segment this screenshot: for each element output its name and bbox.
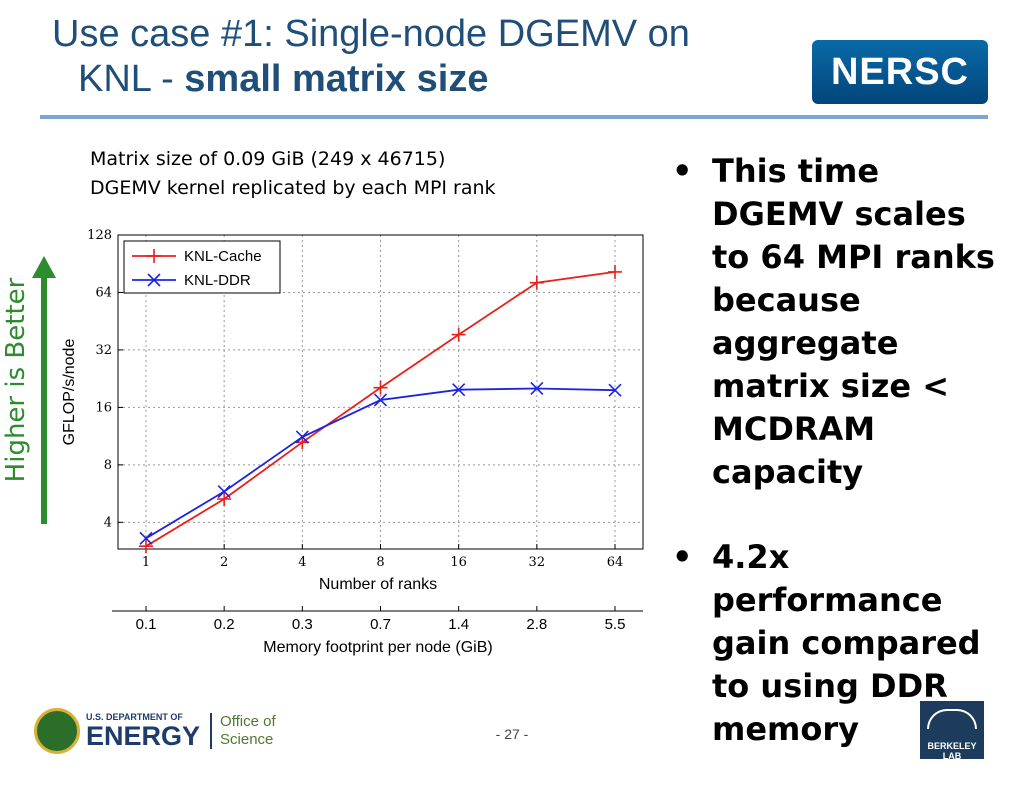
berkeley-arc-icon (927, 709, 977, 729)
bullet-dot-icon: • (672, 538, 693, 576)
ddr-point-marker (373, 393, 388, 407)
doe-office-logo: U.S. DEPARTMENT OF ENERGY Office of Scie… (34, 708, 276, 754)
ddr-point-marker (452, 383, 466, 397)
title-line2-prefix: KNL - (78, 57, 185, 100)
ddr-point-marker (147, 273, 161, 287)
secondary-tick-label: 0.1 (136, 616, 157, 633)
y-tick-label: 8 (104, 458, 112, 473)
x-tick-label: 16 (450, 555, 467, 570)
legend-label: KNL-Cache (184, 248, 262, 265)
caption-line2: DGEMV kernel replicated by each MPI rank (90, 177, 496, 199)
secondary-tick-label: 0.3 (292, 616, 313, 633)
x-tick-label: 4 (298, 555, 306, 570)
doe-big-text: ENERGY (86, 721, 201, 751)
doe-seal-icon (34, 708, 80, 754)
ddr-point-marker (295, 430, 309, 444)
title-line1: Use case #1: Single-node DGEMV on (52, 13, 690, 55)
y-axis-label: GFLOP/s/node (61, 339, 78, 446)
title-line2-bold: small matrix size (184, 57, 489, 100)
nersc-logo: NERSC (812, 40, 988, 104)
x-axis-label: Number of ranks (319, 576, 437, 593)
y-tick-label: 128 (87, 228, 112, 243)
page-number: - 27 - (495, 726, 529, 742)
nersc-logo-text: NERSC (830, 50, 970, 93)
secondary-tick-label: 0.2 (214, 616, 235, 633)
y-tick-label: 4 (104, 515, 112, 530)
bullet-item: • 4.2x performance gain compared to using… (672, 536, 1012, 751)
x-ticks: 1 2 4 8 16 32 64 (142, 544, 623, 570)
caption-line1: Matrix size of 0.09 GiB (249 x 46715) (90, 148, 446, 170)
office-line2: Science (220, 731, 274, 748)
doe-small-text: U.S. DEPARTMENT OF (86, 712, 183, 722)
secondary-axis-ticks: 0.1 0.2 0.3 0.7 1.4 2.8 5.5 (136, 606, 626, 633)
secondary-axis-label: Memory footprint per node (GiB) (263, 639, 492, 656)
ddr-point-marker (530, 381, 544, 396)
bullet-dot-icon: • (672, 152, 693, 190)
secondary-tick-label: 2.8 (526, 616, 547, 633)
series-layer (139, 264, 622, 554)
x-tick-label: 32 (529, 555, 546, 570)
secondary-tick-label: 5.5 (605, 616, 626, 633)
berkeley-lab-text: BERKELEY LAB (927, 741, 977, 761)
x-tick-label: 8 (376, 555, 384, 570)
y-tick-label: 32 (95, 343, 112, 358)
x-tick-label: 64 (607, 555, 624, 570)
berkeley-lab-logo: BERKELEY LAB (920, 701, 984, 761)
chart-legend: KNL-Cache KNL-DDR (123, 240, 281, 294)
title-divider (40, 115, 988, 119)
bullet-item: • This time DGEMV scales to 64 MPI ranks … (672, 150, 1012, 494)
doe-wordmark: U.S. DEPARTMENT OF ENERGY (86, 712, 200, 750)
secondary-tick-label: 0.7 (370, 616, 391, 633)
bullet-text: 4.2x performance gain compared to using … (712, 538, 981, 748)
ddr-point-marker (608, 383, 622, 397)
y-ticks: 4 8 16 32 64 128 (87, 228, 123, 530)
y-tick-label: 64 (95, 285, 112, 300)
y-tick-label: 16 (95, 400, 112, 415)
ddr-point-marker (139, 531, 153, 545)
x-tick-label: 2 (220, 555, 228, 570)
performance-chart: 4 8 16 32 64 128 1 2 4 8 16 32 64 Number of ranks G… (61, 228, 644, 656)
higher-arrow-icon (32, 256, 56, 524)
x-tick-label: 1 (142, 555, 150, 570)
bullet-text: This time DGEMV scales to 64 MPI ranks b… (712, 152, 995, 491)
secondary-tick-label: 1.4 (448, 616, 469, 633)
title-line2: KNL - small matrix size (52, 57, 690, 102)
office-of-science: Office of Science (210, 713, 276, 749)
slide-title: Use case #1: Single-node DGEMV on KNL - … (52, 12, 690, 102)
bullet-list: • This time DGEMV scales to 64 MPI ranks … (672, 150, 1012, 793)
office-line1: Office of (220, 713, 276, 730)
chart-caption: Matrix size of 0.09 GiB (249 x 46715) DG… (90, 145, 496, 203)
ddr-point-marker (217, 484, 231, 499)
legend-label: KNL-DDR (184, 272, 251, 289)
